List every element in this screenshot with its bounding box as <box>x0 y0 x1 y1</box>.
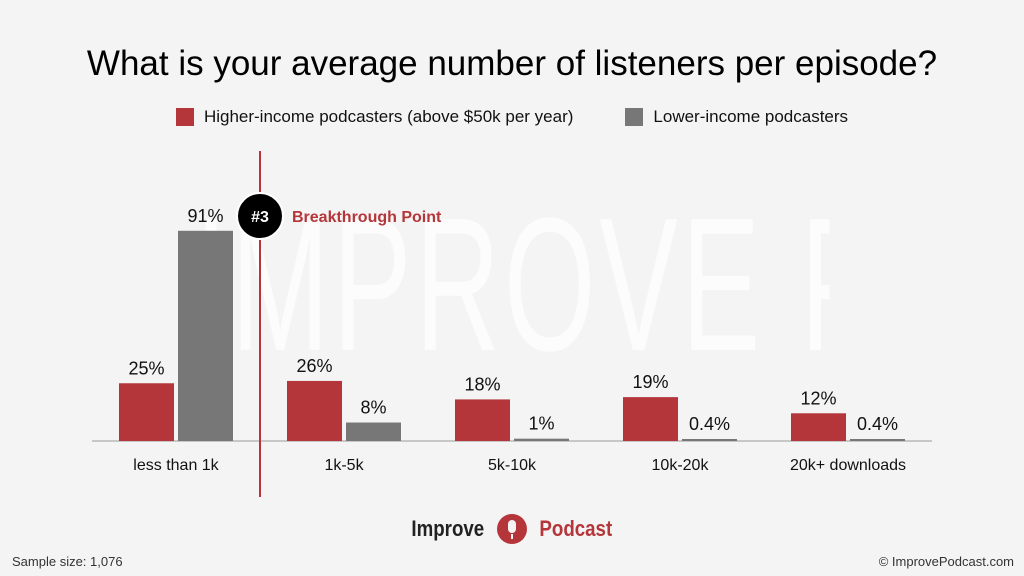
legend-item-higher-income: Higher-income podcasters (above $50k per… <box>175 107 574 127</box>
data-label-higher-4: 12% <box>800 388 836 408</box>
legend-swatch-lower-income <box>625 108 644 126</box>
chart-title: What is your average number of listeners… <box>86 44 938 83</box>
copyright-note: © ImprovePodcast.com <box>878 554 1014 569</box>
bar-higher-3 <box>623 397 678 441</box>
data-label-lower-2: 1% <box>528 414 554 434</box>
microphone-icon <box>497 514 527 544</box>
bar-lower-4 <box>850 439 905 441</box>
data-label-lower-4: 0.4% <box>857 414 898 434</box>
improve-podcast-logo: Improve Podcast <box>0 514 1024 544</box>
bar-higher-2 <box>455 399 510 441</box>
bar-lower-1 <box>346 422 401 441</box>
bar-lower-2 <box>514 438 569 441</box>
sample-size-note: Sample size: 1,076 <box>12 554 123 569</box>
data-label-higher-2: 18% <box>464 374 500 394</box>
bar-higher-4 <box>791 413 846 441</box>
category-label-3: 10k-20k <box>652 457 710 474</box>
watermark-text: IMPROVE PODCAST <box>194 190 830 380</box>
data-label-higher-0: 25% <box>128 358 164 378</box>
breakthrough-label: Breakthrough Point <box>292 209 442 226</box>
data-label-higher-1: 26% <box>296 356 332 376</box>
legend-swatch-higher-income <box>175 108 194 126</box>
category-label-0: less than 1k <box>133 457 219 474</box>
bar-lower-0 <box>178 230 233 441</box>
bar-lower-3 <box>682 439 737 441</box>
breakthrough-badge-label: #3 <box>251 209 269 226</box>
legend-item-lower-income: Lower-income podcasters <box>625 107 848 127</box>
logo-word-improve: Improve <box>411 516 485 541</box>
bar-higher-0 <box>119 383 174 441</box>
data-label-lower-0: 91% <box>187 206 223 226</box>
category-label-1: 1k-5k <box>324 457 364 474</box>
breakthrough-badge <box>236 192 284 240</box>
legend-label-higher-income: Higher-income podcasters (above $50k per… <box>203 107 574 126</box>
data-label-lower-3: 0.4% <box>689 414 730 434</box>
data-label-higher-3: 19% <box>632 372 668 392</box>
chart-legend: Higher-income podcasters (above $50k per… <box>0 107 1024 127</box>
data-label-lower-1: 8% <box>360 398 386 418</box>
legend-label-lower-income: Lower-income podcasters <box>653 107 849 126</box>
category-label-2: 5k-10k <box>488 457 537 474</box>
logo-word-podcast: Podcast <box>539 516 613 541</box>
bar-higher-1 <box>287 380 342 441</box>
category-label-4: 20k+ downloads <box>790 457 906 474</box>
